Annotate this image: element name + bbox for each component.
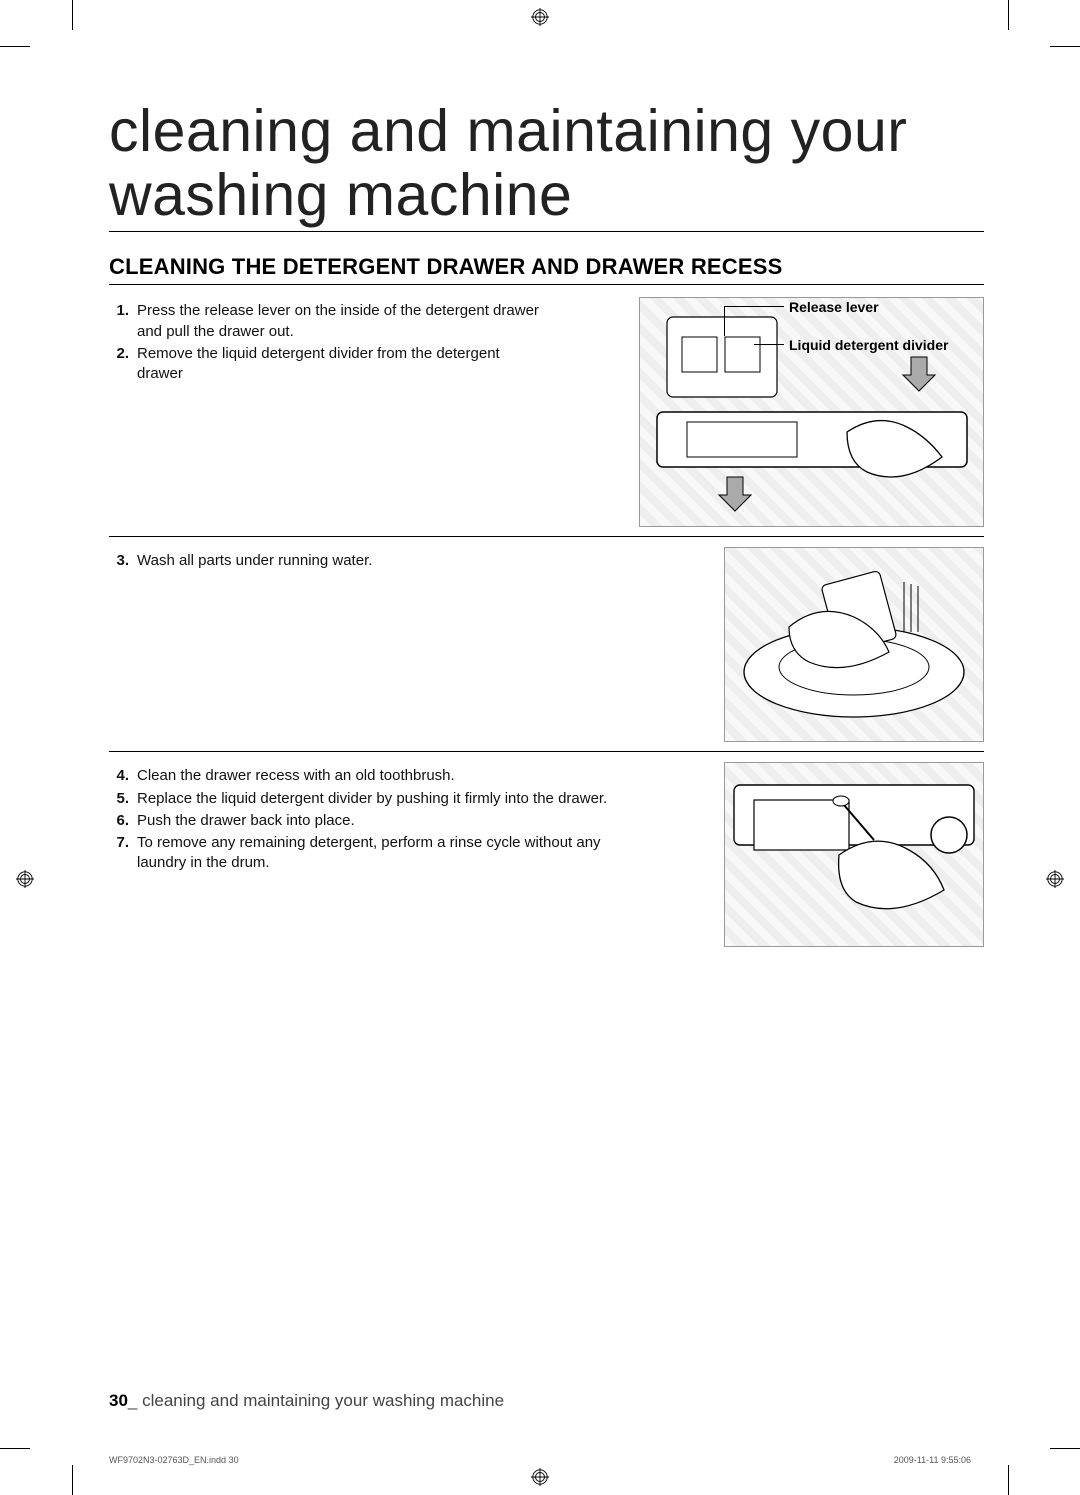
step-list-2: 3. Wash all parts under running water. bbox=[109, 547, 549, 571]
figure-placeholder bbox=[724, 547, 984, 742]
reg-mark-right bbox=[1046, 870, 1064, 888]
step-text: To remove any remaining detergent, perfo… bbox=[137, 833, 649, 874]
figure-3 bbox=[724, 762, 984, 947]
figure-placeholder bbox=[639, 297, 984, 527]
instruction-block-3: 4. Clean the drawer recess with an old t… bbox=[109, 762, 984, 962]
step-item: 4. Clean the drawer recess with an old t… bbox=[109, 766, 649, 786]
step-text: Replace the liquid detergent divider by … bbox=[137, 789, 607, 809]
step-item: 6. Push the drawer back into place. bbox=[109, 811, 649, 831]
indesign-filename: WF9702N3-02763D_EN.indd 30 bbox=[109, 1455, 239, 1465]
step-number: 7. bbox=[109, 833, 137, 874]
page-footer: 30_ cleaning and maintaining your washin… bbox=[109, 1391, 504, 1411]
callout-line bbox=[754, 344, 784, 345]
step-text: Press the release lever on the inside of… bbox=[137, 301, 549, 342]
footer-sep: _ bbox=[128, 1391, 137, 1410]
step-number: 2. bbox=[109, 344, 137, 385]
crop-mark bbox=[0, 46, 30, 47]
crop-mark bbox=[72, 0, 73, 30]
crop-mark bbox=[1008, 0, 1009, 30]
crop-mark bbox=[1050, 1448, 1080, 1449]
figure-placeholder bbox=[724, 762, 984, 947]
step-number: 5. bbox=[109, 789, 137, 809]
step-item: 2. Remove the liquid detergent divider f… bbox=[109, 344, 549, 385]
step-text: Push the drawer back into place. bbox=[137, 811, 355, 831]
page-content: cleaning and maintaining your washing ma… bbox=[109, 100, 984, 972]
crop-mark bbox=[1050, 46, 1080, 47]
callout-release-lever: Release lever bbox=[789, 299, 879, 315]
step-number: 1. bbox=[109, 301, 137, 342]
page-number: 30 bbox=[109, 1391, 128, 1410]
step-list-1: 1. Press the release lever on the inside… bbox=[109, 297, 549, 384]
section-heading: CLEANING THE DETERGENT DRAWER AND DRAWER… bbox=[109, 254, 984, 280]
footer-text: cleaning and maintaining your washing ma… bbox=[142, 1391, 504, 1410]
step-number: 6. bbox=[109, 811, 137, 831]
step-text: Wash all parts under running water. bbox=[137, 551, 372, 571]
callout-line bbox=[724, 306, 784, 307]
step-list-3: 4. Clean the drawer recess with an old t… bbox=[109, 762, 649, 873]
build-timestamp: 2009-11-11 9:55:06 bbox=[894, 1455, 971, 1465]
step-number: 3. bbox=[109, 551, 137, 571]
step-item: 1. Press the release lever on the inside… bbox=[109, 301, 549, 342]
callout-line bbox=[724, 306, 725, 336]
instruction-block-1: 1. Press the release lever on the inside… bbox=[109, 297, 984, 537]
step-item: 7. To remove any remaining detergent, pe… bbox=[109, 833, 649, 874]
reg-mark-bottom bbox=[531, 1468, 549, 1486]
figure-1: Release lever Liquid detergent divider bbox=[639, 297, 984, 527]
step-item: 3. Wash all parts under running water. bbox=[109, 551, 549, 571]
step-text: Clean the drawer recess with an old toot… bbox=[137, 766, 455, 786]
step-text: Remove the liquid detergent divider from… bbox=[137, 344, 549, 385]
instruction-block-2: 3. Wash all parts under running water. bbox=[109, 547, 984, 752]
callout-liquid-divider: Liquid detergent divider bbox=[789, 337, 948, 353]
crop-mark bbox=[0, 1448, 30, 1449]
step-item: 5. Replace the liquid detergent divider … bbox=[109, 789, 649, 809]
crop-mark bbox=[72, 1465, 73, 1495]
crop-mark bbox=[1008, 1465, 1009, 1495]
reg-mark-top bbox=[531, 8, 549, 26]
step-number: 4. bbox=[109, 766, 137, 786]
figure-2 bbox=[724, 547, 984, 742]
reg-mark-left bbox=[16, 870, 34, 888]
heading-rule bbox=[109, 284, 984, 285]
page-title: cleaning and maintaining your washing ma… bbox=[109, 100, 984, 232]
